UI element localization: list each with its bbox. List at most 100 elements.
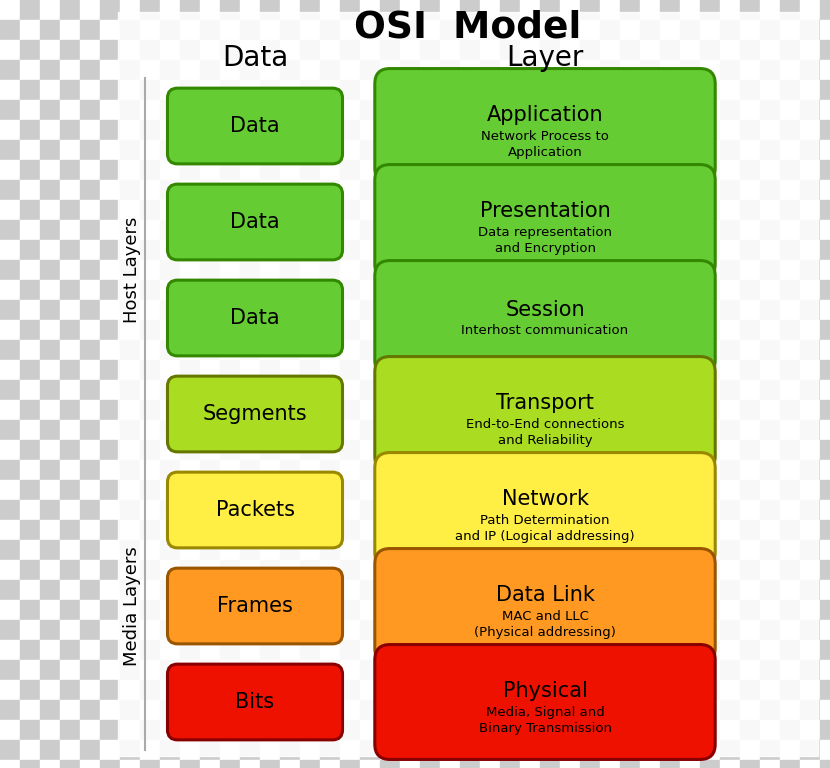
Bar [280, 80, 300, 100]
Bar [460, 0, 480, 20]
Bar [280, 760, 300, 768]
Bar [580, 440, 600, 460]
Bar [280, 300, 300, 320]
Bar [300, 300, 320, 320]
Bar [700, 300, 720, 320]
Bar [320, 260, 340, 280]
Bar [0, 120, 20, 140]
Bar [460, 660, 480, 680]
Bar [80, 540, 100, 560]
Bar [740, 180, 760, 200]
Bar [360, 80, 380, 100]
Bar [480, 420, 500, 440]
Bar [620, 700, 640, 720]
Bar [540, 580, 560, 600]
Bar [740, 80, 760, 100]
Bar [760, 540, 780, 560]
Text: Physical: Physical [502, 681, 588, 701]
Bar [400, 380, 420, 400]
Bar [140, 560, 160, 580]
Bar [360, 380, 380, 400]
Bar [180, 640, 200, 660]
Bar [640, 280, 660, 300]
Bar [460, 720, 480, 740]
Bar [580, 140, 600, 160]
Bar [620, 320, 640, 340]
Bar [460, 80, 480, 100]
Bar [80, 720, 100, 740]
Bar [280, 180, 300, 200]
Bar [500, 140, 520, 160]
Bar [360, 100, 380, 120]
Bar [460, 100, 480, 120]
Bar [700, 540, 720, 560]
Bar [200, 400, 220, 420]
Bar [20, 80, 40, 100]
Bar [300, 560, 320, 580]
Bar [700, 680, 720, 700]
Bar [40, 280, 60, 300]
Bar [440, 580, 460, 600]
Bar [280, 160, 300, 180]
Bar [640, 740, 660, 760]
Bar [300, 20, 320, 40]
Bar [680, 600, 700, 620]
Bar [780, 760, 800, 768]
Bar [700, 480, 720, 500]
Bar [360, 460, 380, 480]
Bar [120, 60, 140, 80]
Bar [140, 320, 160, 340]
Bar [720, 480, 740, 500]
Bar [180, 60, 200, 80]
Bar [200, 440, 220, 460]
Bar [0, 740, 20, 760]
Bar [200, 460, 220, 480]
Bar [800, 20, 820, 40]
Bar [420, 680, 440, 700]
Bar [0, 720, 20, 740]
Bar [340, 120, 360, 140]
Bar [20, 240, 40, 260]
Bar [820, 560, 830, 580]
Bar [100, 760, 120, 768]
Bar [160, 100, 180, 120]
Bar [240, 20, 260, 40]
Bar [260, 720, 280, 740]
Bar [100, 140, 120, 160]
Bar [700, 180, 720, 200]
Bar [280, 0, 300, 20]
Bar [120, 600, 140, 620]
Bar [540, 160, 560, 180]
Bar [180, 260, 200, 280]
Bar [400, 160, 420, 180]
Bar [360, 520, 380, 540]
Bar [740, 520, 760, 540]
Bar [560, 20, 580, 40]
Bar [260, 660, 280, 680]
Bar [680, 220, 700, 240]
Bar [100, 220, 120, 240]
Bar [180, 120, 200, 140]
Bar [240, 460, 260, 480]
Bar [0, 580, 20, 600]
Bar [180, 340, 200, 360]
Bar [600, 560, 620, 580]
Bar [40, 380, 60, 400]
Bar [780, 200, 800, 220]
Bar [500, 60, 520, 80]
Bar [460, 760, 480, 768]
Bar [560, 160, 580, 180]
Bar [760, 740, 780, 760]
Bar [780, 260, 800, 280]
Bar [740, 420, 760, 440]
Bar [640, 600, 660, 620]
Bar [480, 220, 500, 240]
Bar [440, 760, 460, 768]
Bar [620, 740, 640, 760]
Bar [600, 600, 620, 620]
Bar [420, 160, 440, 180]
Bar [460, 580, 480, 600]
Text: Data: Data [230, 212, 280, 232]
Bar [260, 240, 280, 260]
Bar [660, 520, 680, 540]
